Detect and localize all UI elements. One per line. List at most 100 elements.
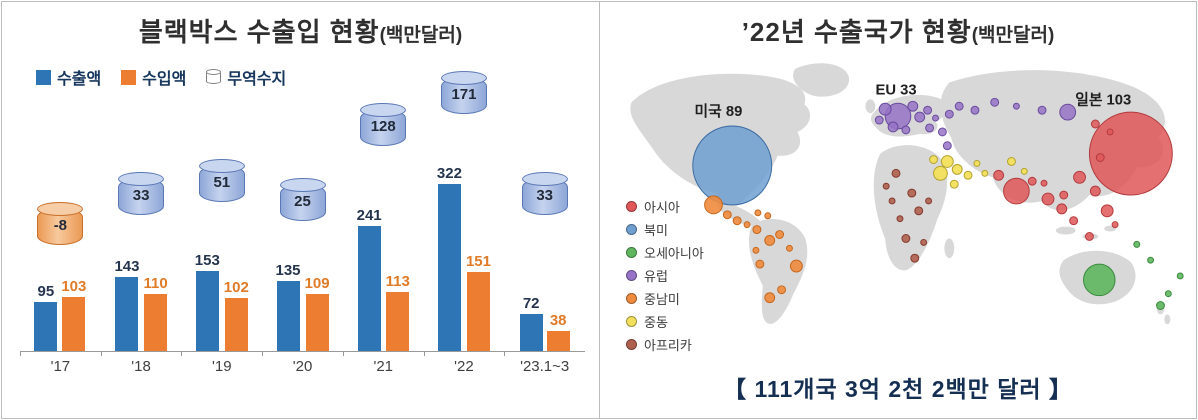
bubbles-africa [882, 168, 933, 263]
export-bar-col: 95 [34, 283, 58, 351]
export-bar-col: 135 [275, 262, 301, 351]
asia-label: 아시아 [644, 200, 680, 215]
import-bar-col: 110 [143, 275, 168, 351]
cylinder-top [440, 71, 487, 85]
map-legend-item-latin-america: 중남미 [626, 289, 704, 308]
europe-label: 유럽 [644, 269, 668, 284]
middle-east-label: 중동 [644, 315, 668, 330]
import-bar [466, 272, 490, 351]
export-value: 322 [436, 165, 462, 182]
export-value: 135 [275, 262, 301, 279]
map-caption: 【 111개국 3억 2천 2백만 달러 】 [723, 376, 1073, 402]
map-legend-item-middle-east: 중동 [626, 312, 704, 331]
map-legend-item-oceania: 오세아니아 [626, 243, 704, 262]
eu-label: EU 33 [875, 82, 916, 98]
map-legend-item-north-america: 북미 [626, 220, 704, 239]
export-value: 241 [356, 207, 382, 224]
plot-2017: -8 95 103 [20, 59, 101, 351]
trade-balance-cylinder: 33 [521, 171, 569, 217]
trade-balance-cylinder: 128 [359, 102, 407, 148]
trade-balance-cylinder: 171 [440, 70, 488, 116]
africa-dot [626, 339, 637, 350]
trade-balance-value: 128 [370, 118, 396, 135]
plot-2022: 171 322 151 [424, 59, 505, 351]
export-bar-col: 143 [114, 258, 139, 351]
import-value: 151 [465, 253, 491, 270]
import-value: 38 [549, 312, 567, 329]
import-bar-col: 102 [224, 279, 249, 351]
trade-balance-value: 171 [451, 86, 477, 103]
cylinder-top [37, 202, 84, 216]
import-bar [224, 298, 248, 351]
map-legend-item-asia: 아시아 [626, 197, 704, 216]
plot-2020: 25 135 109 [262, 59, 343, 351]
cylinder-shape [360, 103, 407, 146]
import-bar [62, 297, 86, 351]
bar-chart: 수출액 수입액 무역수지 -8 [20, 59, 586, 375]
world-map-container: 미국 89 EU 33 일본 103 아시아 북미 오세아니아 [602, 51, 1194, 364]
export-value: 153 [194, 252, 220, 269]
map-legend-item-africa: 아프리카 [626, 335, 704, 354]
trade-balance-value: 33 [132, 187, 150, 204]
chart-group-2022: 171 322 151 '22 [423, 59, 505, 375]
usa-label: 미국 89 [695, 103, 743, 120]
bubbles-oceania [1083, 240, 1184, 310]
x-axis-label: '22 [423, 351, 505, 375]
cylinder-top [360, 103, 407, 117]
plot-2018: 33 143 110 [101, 59, 182, 351]
chart-legend: 수출액 수입액 무역수지 [36, 65, 286, 89]
chart-title: 블랙박스 수출입 현황(백만달러) [2, 2, 599, 49]
map-legend: 아시아 북미 오세아니아 유럽 중남미 [626, 197, 704, 354]
export-value: 72 [522, 295, 540, 312]
legend-item-balance: 무역수지 [206, 65, 286, 89]
bubbles-latin-america [704, 195, 803, 304]
x-axis-label: '18 [100, 351, 182, 375]
oceania-label: 오세아니아 [644, 246, 704, 261]
chart-group-2023q1: 33 72 38 '23.1~3 [504, 59, 586, 375]
chart-group-2021: 128 241 113 '21 [342, 59, 424, 375]
export-bar-col: 72 [519, 295, 543, 351]
latin-america-dot [626, 293, 637, 304]
import-bar-col: 151 [466, 253, 491, 351]
export-bar [195, 271, 219, 351]
panel-export-country-map: ’22년 수출국가 현황(백만달러) [600, 2, 1196, 418]
export-bar [115, 277, 139, 351]
trade-balance-cylinder: -8 [36, 201, 84, 247]
cylinder-top [521, 172, 568, 186]
oceania-dot [626, 247, 637, 258]
map-title-text: ’22년 수출국가 현황 [741, 17, 972, 47]
legend-item-imports: 수입액 [121, 65, 186, 89]
chart-title-text: 블랙박스 수출입 현황 [138, 17, 380, 47]
export-bar [437, 184, 461, 351]
map-title-unit: (백만달러) [971, 25, 1055, 46]
map-title: ’22년 수출국가 현황(백만달러) [600, 2, 1196, 49]
import-bar [144, 294, 168, 351]
legend-label-balance: 무역수지 [227, 71, 287, 88]
import-bar [546, 331, 570, 351]
bubbles-asia [993, 111, 1173, 241]
import-value: 113 [385, 273, 410, 290]
x-axis-label: '20 [262, 351, 343, 375]
exports-swatch [36, 69, 51, 85]
x-axis-label: '21 [342, 351, 424, 375]
import-value: 103 [61, 278, 87, 295]
x-axis-label: '23.1~3 [504, 351, 586, 375]
latin-america-label: 중남미 [644, 292, 680, 307]
export-bar-col: 322 [437, 165, 462, 351]
trade-balance-cylinder: 25 [279, 177, 327, 223]
panel-export-import-chart: 블랙박스 수출입 현황(백만달러) 수출액 수입액 무역수지 [2, 2, 600, 418]
legend-item-exports: 수출액 [36, 65, 101, 89]
export-bar [34, 302, 58, 351]
import-bar [386, 292, 410, 351]
import-bar-col: 109 [305, 275, 330, 351]
cylinder-top [279, 178, 326, 192]
plot-2023q1: 33 72 38 [504, 59, 585, 351]
import-bar-col: 103 [61, 278, 86, 351]
export-bar-col: 241 [357, 207, 382, 351]
europe-dot [626, 270, 637, 281]
cylinder-shape [440, 71, 487, 114]
export-value: 95 [37, 283, 55, 300]
chart-group-2018: 33 143 110 '18 [100, 59, 182, 375]
world-map: 미국 89 EU 33 일본 103 [630, 63, 1184, 325]
chart-title-unit: (백만달러) [379, 25, 463, 46]
